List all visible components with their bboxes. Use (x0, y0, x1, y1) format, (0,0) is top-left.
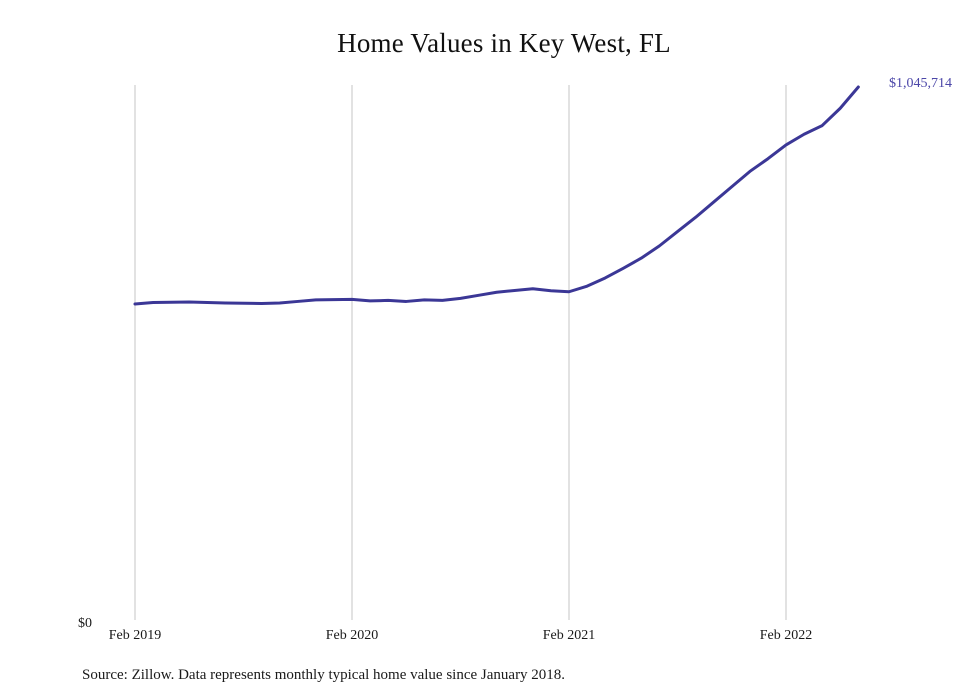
data-point (350, 297, 354, 301)
end-label-layer: $1,045,714 (889, 76, 952, 91)
data-point (784, 143, 788, 147)
data-point (820, 124, 824, 128)
data-point (621, 266, 625, 270)
series-layer (133, 85, 860, 306)
data-point (748, 169, 752, 173)
source-note: Source: Zillow. Data represents monthly … (82, 667, 566, 683)
data-point (730, 185, 734, 189)
data-point (404, 299, 408, 303)
data-point (440, 298, 444, 302)
data-point (567, 290, 571, 294)
data-point (187, 300, 191, 304)
series-line (133, 85, 860, 306)
x-tick-label: Feb 2022 (760, 628, 813, 643)
data-point (676, 230, 680, 234)
data-point (223, 301, 227, 305)
gridlines (134, 85, 787, 620)
data-point (278, 301, 282, 305)
data-point (133, 302, 137, 306)
data-point (368, 299, 372, 303)
x-axis-ticks: Feb 2019 Feb 2020 Feb 2021 Feb 2022 (109, 628, 813, 643)
data-point (314, 298, 318, 302)
data-point (657, 244, 661, 248)
data-point (603, 276, 607, 280)
data-point (838, 106, 842, 110)
x-tick-label: Feb 2020 (326, 628, 379, 643)
data-point (694, 215, 698, 219)
chart-title: Home Values in Key West, FL (337, 28, 671, 58)
y-tick-label: $0 (78, 616, 92, 631)
data-point (495, 290, 499, 294)
data-point (766, 157, 770, 161)
data-point (477, 293, 481, 297)
y-axis-ticks: $0 (78, 616, 92, 631)
data-point (639, 256, 643, 260)
data-point (585, 284, 589, 288)
data-point (802, 132, 806, 136)
data-point (422, 298, 426, 302)
data-point (856, 85, 860, 89)
data-point (260, 301, 264, 305)
data-point (459, 296, 463, 300)
data-point (531, 287, 535, 291)
x-tick-label: Feb 2019 (109, 628, 162, 643)
end-value-label: $1,045,714 (889, 76, 952, 91)
data-point (296, 299, 300, 303)
data-point (549, 289, 553, 293)
data-point (386, 298, 390, 302)
x-tick-label: Feb 2021 (543, 628, 596, 643)
data-point (712, 200, 716, 204)
data-point (151, 300, 155, 304)
